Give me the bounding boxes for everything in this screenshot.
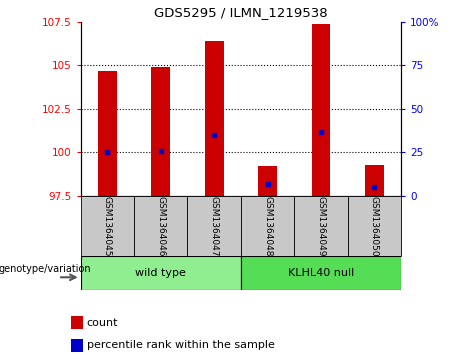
Text: GSM1364048: GSM1364048 bbox=[263, 196, 272, 256]
Text: percentile rank within the sample: percentile rank within the sample bbox=[87, 340, 275, 350]
Text: wild type: wild type bbox=[136, 268, 186, 278]
Text: count: count bbox=[87, 318, 118, 327]
Bar bbox=[241, 256, 401, 290]
Bar bbox=[134, 196, 188, 256]
Bar bbox=[151, 67, 170, 196]
Bar bbox=[294, 196, 348, 256]
Bar bbox=[258, 166, 277, 196]
Text: genotype/variation: genotype/variation bbox=[0, 264, 91, 274]
Text: GSM1364049: GSM1364049 bbox=[316, 196, 325, 256]
Text: KLHL40 null: KLHL40 null bbox=[288, 268, 354, 278]
Bar bbox=[312, 24, 331, 196]
Text: GSM1364045: GSM1364045 bbox=[103, 196, 112, 256]
Text: GSM1364046: GSM1364046 bbox=[156, 196, 165, 256]
Bar bbox=[348, 196, 401, 256]
Bar bbox=[188, 196, 241, 256]
Text: GSM1364047: GSM1364047 bbox=[210, 196, 219, 256]
Bar bbox=[81, 256, 241, 290]
Bar bbox=[205, 41, 224, 196]
Bar bbox=[81, 196, 134, 256]
Bar bbox=[241, 196, 294, 256]
Bar bbox=[71, 339, 83, 352]
Bar bbox=[71, 316, 83, 329]
Bar bbox=[365, 165, 384, 196]
Text: GSM1364050: GSM1364050 bbox=[370, 196, 379, 256]
Title: GDS5295 / ILMN_1219538: GDS5295 / ILMN_1219538 bbox=[154, 6, 328, 19]
Bar bbox=[98, 70, 117, 196]
